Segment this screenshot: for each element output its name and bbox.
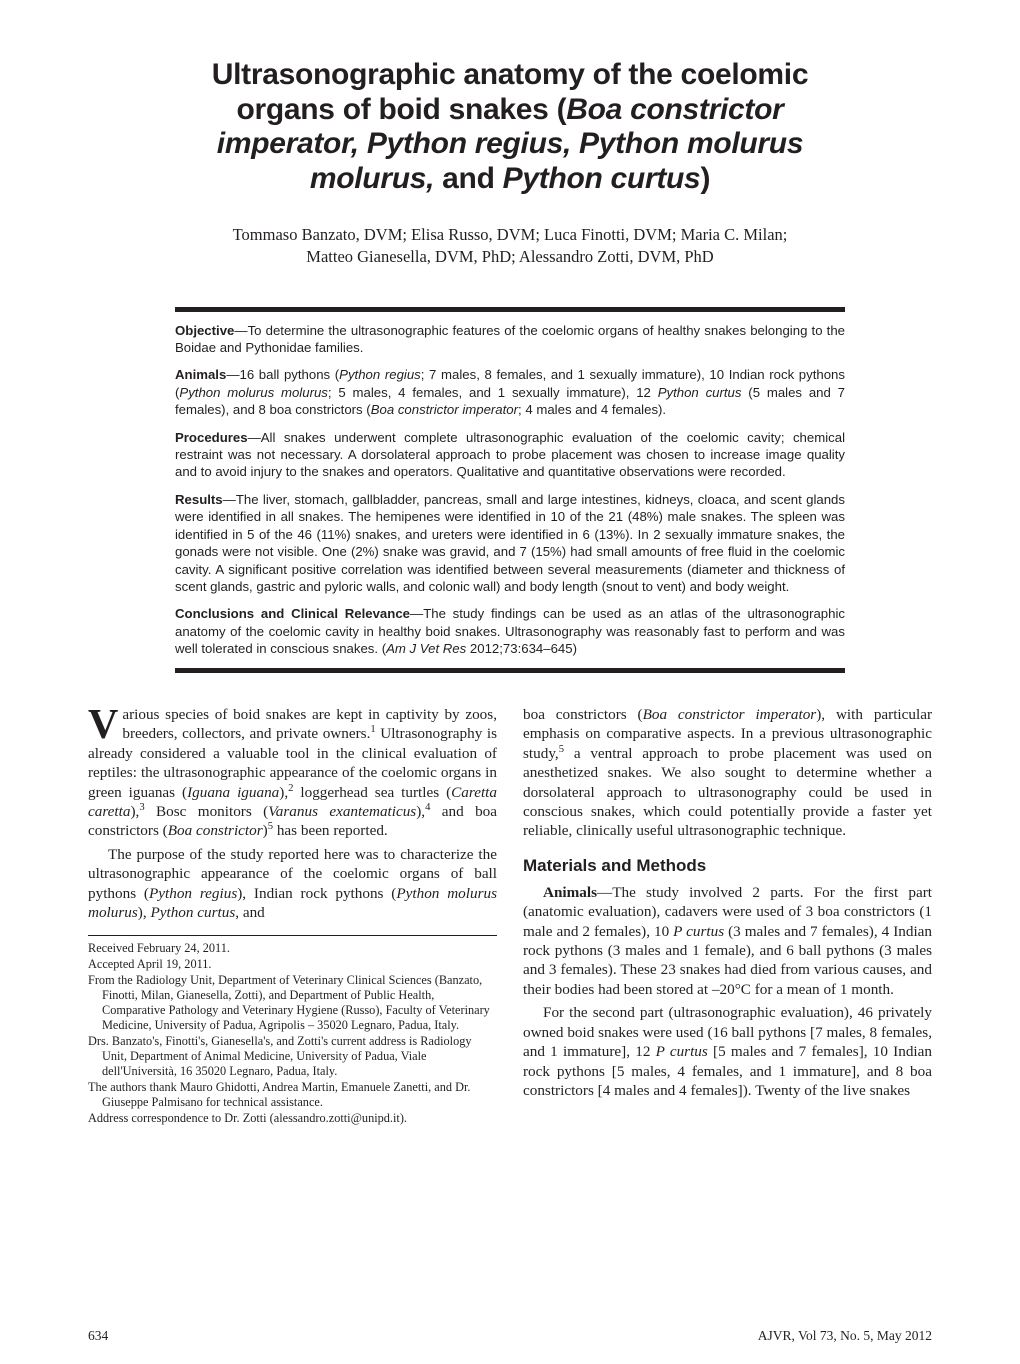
page-number: 634: [88, 1328, 108, 1344]
animals-para-1: Animals—The study involved 2 parts. For …: [523, 883, 932, 1000]
journal-citation: AJVR, Vol 73, No. 5, May 2012: [758, 1328, 932, 1344]
abstract-procedures: Procedures—All snakes underwent complete…: [175, 429, 845, 481]
animals-runin-head: Animals: [543, 884, 597, 901]
abstract-objective-head: Objective: [175, 323, 234, 338]
abstract-conclusions-head: Conclusions and Clinical Relevance: [175, 606, 410, 621]
running-footer: 634 AJVR, Vol 73, No. 5, May 2012: [88, 1328, 932, 1344]
abstract-animals-head: Animals: [175, 367, 226, 382]
authors-line-1: Tommaso Banzato, DVM; Elisa Russo, DVM; …: [88, 224, 932, 246]
fn-current-address: Drs. Banzato's, Finotti's, Gianesella's,…: [88, 1034, 497, 1079]
title-line-2: organs of boid snakes (Boa constrictor: [88, 93, 932, 128]
article-title-block: Ultrasonographic anatomy of the coelomic…: [88, 58, 932, 196]
abstract-procedures-text: —All snakes underwent complete ultrasono…: [175, 430, 845, 480]
abstract-results-head: Results: [175, 492, 223, 507]
fn-thanks: The authors thank Mauro Ghidotti, Andrea…: [88, 1080, 497, 1110]
dropcap-v: V: [88, 705, 122, 744]
abstract-conclusions: Conclusions and Clinical Relevance—The s…: [175, 605, 845, 657]
authors-line-2: Matteo Gianesella, DVM, PhD; Alessandro …: [88, 246, 932, 268]
title-line-3: imperator, Python regius, Python molurus: [88, 127, 932, 162]
section-heading-materials-methods: Materials and Methods: [523, 855, 932, 877]
abstract-objective-text: —To determine the ultrasonographic featu…: [175, 323, 845, 355]
column-left: Various species of boid snakes are kept …: [88, 705, 497, 1127]
abstract-animals-text: —16 ball pythons (Python regius; 7 males…: [175, 367, 845, 417]
animals-para-2: For the second part (ultrasonographic ev…: [523, 1003, 932, 1100]
abstract-animals: Animals—16 ball pythons (Python regius; …: [175, 366, 845, 418]
column-right: boa constrictors (Boa constrictor impera…: [523, 705, 932, 1127]
intro-para-3: boa constrictors (Boa constrictor impera…: [523, 705, 932, 841]
abstract-rule-bottom: [175, 668, 845, 673]
fn-affiliation: From the Radiology Unit, Department of V…: [88, 973, 497, 1033]
author-list: Tommaso Banzato, DVM; Elisa Russo, DVM; …: [88, 224, 932, 269]
title-line-4: molurus, and Python curtus): [88, 162, 932, 197]
intro-para-1: Various species of boid snakes are kept …: [88, 705, 497, 841]
fn-correspondence: Address correspondence to Dr. Zotti (ale…: [88, 1111, 497, 1126]
fn-accepted: Accepted April 19, 2011.: [88, 957, 497, 972]
abstract-rule-top: [175, 307, 845, 312]
footnotes-block: Received February 24, 2011. Accepted Apr…: [88, 941, 497, 1126]
footnote-rule: [88, 935, 497, 936]
page: Ultrasonographic anatomy of the coelomic…: [0, 0, 1020, 1364]
abstract-results-text: —The liver, stomach, gallbladder, pancre…: [175, 492, 845, 594]
abstract-box: Objective—To determine the ultrasonograp…: [175, 307, 845, 673]
body-columns: Various species of boid snakes are kept …: [88, 705, 932, 1127]
abstract-procedures-head: Procedures: [175, 430, 248, 445]
abstract-results: Results—The liver, stomach, gallbladder,…: [175, 491, 845, 596]
fn-received: Received February 24, 2011.: [88, 941, 497, 956]
intro-para-2: The purpose of the study reported here w…: [88, 845, 497, 923]
title-line-1: Ultrasonographic anatomy of the coelomic: [88, 58, 932, 93]
abstract-objective: Objective—To determine the ultrasonograp…: [175, 322, 845, 357]
